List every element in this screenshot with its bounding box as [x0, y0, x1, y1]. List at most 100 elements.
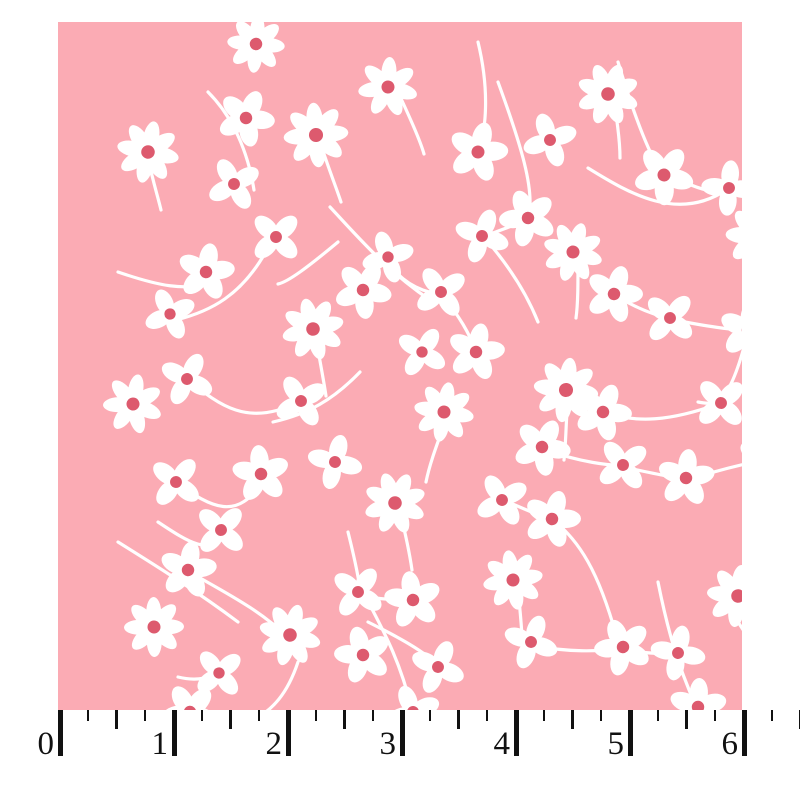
sprig-flower	[499, 190, 554, 247]
flower-petal	[306, 102, 323, 137]
sprig-flower	[276, 376, 326, 426]
flower-center	[181, 373, 193, 385]
flower-center	[558, 382, 574, 398]
ruler-tick-half	[685, 710, 688, 729]
flower-stem	[396, 90, 426, 156]
flower-stem	[586, 166, 728, 206]
flower-petal	[307, 449, 337, 468]
ruler-tick-half	[229, 710, 232, 729]
ruler-tick-half	[457, 710, 460, 729]
sprig-flower	[523, 113, 577, 167]
daisy-flower	[578, 64, 638, 124]
flower-petal	[322, 460, 341, 490]
flower-center	[715, 397, 727, 409]
flower-petal	[273, 234, 298, 259]
sprig-flower	[336, 264, 392, 319]
flower-center	[170, 476, 182, 488]
flower-center	[691, 700, 705, 710]
flower-center	[723, 182, 735, 194]
flower-center	[416, 346, 428, 358]
sprig-flower	[527, 491, 581, 547]
flower-center	[566, 245, 580, 259]
flower-petal	[411, 697, 440, 710]
flower-petal	[127, 374, 144, 406]
flower-center	[679, 471, 693, 485]
sprig-flower	[161, 541, 217, 597]
flower-petal	[502, 550, 519, 582]
sprig-flower	[145, 289, 195, 339]
flower-center	[356, 648, 370, 662]
flower-petal	[650, 641, 680, 660]
flower-center	[437, 405, 451, 419]
ruler-tick-quarter	[143, 710, 146, 721]
sprig-flower	[594, 619, 649, 676]
ruler-tick-quarter	[257, 710, 260, 721]
sprig-flower	[647, 295, 693, 341]
flower-center	[496, 494, 508, 506]
daisy-flower	[707, 565, 742, 627]
ruler-label: 5	[607, 726, 625, 762]
sprig-flower	[455, 209, 509, 263]
flower-center	[544, 134, 556, 146]
flower-petal	[250, 445, 269, 475]
flower-center	[239, 111, 253, 125]
sprig-flower	[701, 160, 742, 216]
flower-center	[476, 230, 488, 242]
sprig-flower	[412, 641, 464, 693]
flower-center	[270, 231, 282, 243]
ruler-label: 2	[265, 726, 283, 762]
flower-center	[731, 589, 742, 603]
daisy-flower	[725, 210, 742, 260]
sprig-flower	[334, 626, 389, 683]
sprig-flower	[450, 323, 505, 379]
sprig-flower	[362, 231, 414, 283]
flower-center	[352, 586, 364, 598]
flower-center	[199, 265, 213, 279]
daisy-flower	[544, 223, 602, 281]
flower-petal	[721, 313, 742, 335]
flower-center	[213, 667, 225, 679]
flower-center	[228, 178, 240, 190]
flower-center	[183, 705, 197, 710]
ruler-tick-quarter	[599, 710, 602, 721]
sprig-flower	[599, 441, 647, 489]
flower-petal	[725, 327, 742, 353]
flower-petal	[725, 227, 742, 244]
flower-center	[147, 620, 161, 634]
flower-center	[283, 628, 297, 642]
daisy-flower	[227, 22, 285, 73]
daisy-flower	[365, 473, 425, 533]
ruler-tick-major	[400, 710, 405, 756]
ruler-tick-major	[514, 710, 519, 756]
fabric-swatch	[58, 22, 742, 710]
ruler-tick-quarter	[314, 710, 317, 721]
ruler-tick-quarter	[656, 710, 659, 721]
daisy-flower	[117, 121, 179, 183]
ruler-tick-quarter	[770, 710, 773, 721]
flower-center	[126, 397, 140, 411]
flower-center	[329, 456, 341, 468]
ruler-tick-half	[115, 710, 118, 729]
ruler-tick-major	[628, 710, 633, 756]
flower-center	[249, 37, 263, 51]
sprig-flower	[384, 571, 440, 627]
flower-petal	[401, 571, 421, 602]
ruler-label: 4	[493, 726, 511, 762]
ruler-label: 3	[379, 726, 397, 762]
sprig-flower	[451, 122, 509, 181]
sprig-flower	[659, 449, 715, 504]
flower-center	[616, 640, 630, 654]
flower-layer	[103, 22, 742, 710]
sprig-flower	[504, 615, 558, 669]
daisy-flower	[259, 604, 321, 666]
flower-center	[388, 496, 402, 510]
sprig-flower	[307, 434, 363, 490]
daisy-flower	[282, 298, 344, 360]
ruler-label: 1	[151, 726, 169, 762]
flower-center	[657, 168, 671, 182]
sprig-flower	[650, 625, 706, 681]
flower-center	[356, 283, 370, 297]
flower-stem	[276, 240, 340, 286]
flower-center	[381, 80, 395, 94]
flower-center	[545, 512, 559, 526]
